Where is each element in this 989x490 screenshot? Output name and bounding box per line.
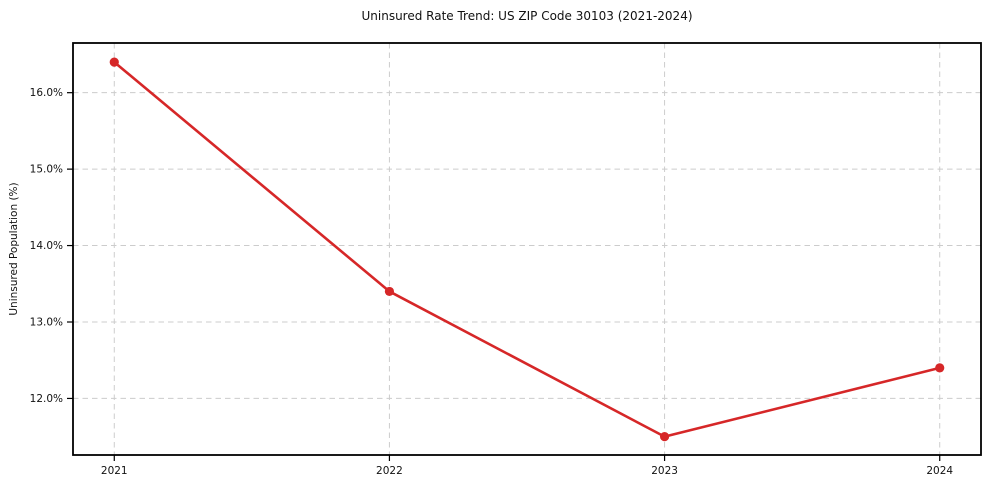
data-point-2021 (109, 57, 119, 67)
y-tick-label: 16.0% (30, 87, 63, 99)
y-tick-label: 12.0% (30, 393, 63, 405)
x-tick-label: 2024 (926, 465, 953, 477)
data-point-2024 (935, 363, 945, 373)
y-tick-label: 15.0% (30, 164, 63, 176)
x-tick-label: 2022 (376, 465, 403, 477)
y-tick-label: 14.0% (30, 240, 63, 252)
y-tick-label: 13.0% (30, 316, 63, 328)
x-tick-label: 2023 (651, 465, 678, 477)
data-point-2023 (659, 432, 670, 442)
plot-border (72, 42, 982, 456)
trend-line (112, 60, 942, 438)
x-tick-label: 2021 (101, 465, 128, 477)
data-point-2022 (384, 286, 395, 297)
chart-title: Uninsured Rate Trend: US ZIP Code 30103 … (361, 9, 693, 23)
